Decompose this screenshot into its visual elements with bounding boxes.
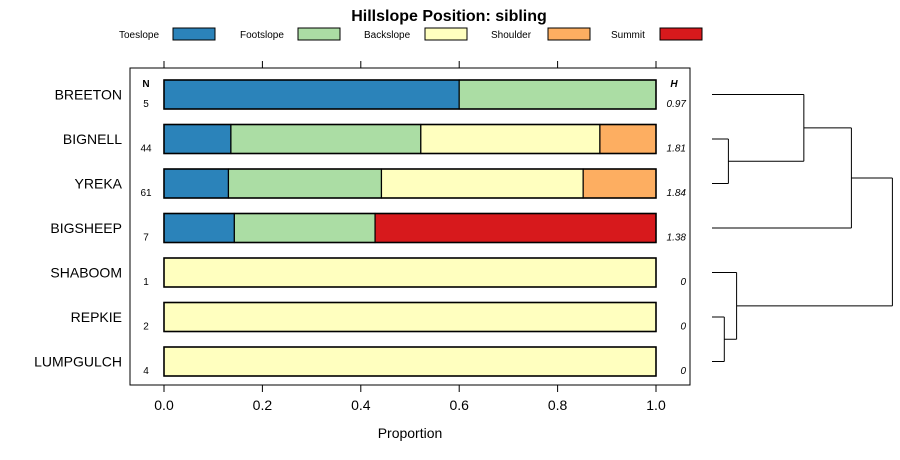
row-bignell: BIGNELL 44 1.81 [63, 123, 686, 155]
bar-outline [163, 212, 657, 244]
n-header: N [142, 79, 149, 90]
bar-segment-footslope [227, 168, 383, 199]
row-repkie: REPKIE 2 0 [71, 301, 686, 333]
legend-swatch-backslope [424, 27, 468, 41]
top-axis-ticks [163, 61, 657, 68]
row-label: BIGNELL [63, 131, 122, 147]
row-h-value: 0 [680, 366, 686, 377]
legend-swatch-summit [659, 27, 703, 41]
bar-rows: BREETON 5 0.97 BIGNELL 44 1.81 YREKA 61 1.84 BIGS… [34, 79, 687, 377]
bar-outline [163, 123, 657, 155]
x-tick-label: 0.6 [449, 397, 469, 413]
legend-label-backslope: Backslope [364, 30, 411, 41]
row-yreka: YREKA 61 1.84 [75, 168, 687, 199]
row-label: YREKA [75, 176, 123, 192]
x-axis: 0.0 0.2 0.4 0.6 0.8 1.0 [154, 385, 666, 413]
bar-segment-toeslope [163, 123, 232, 155]
plot-frame [129, 67, 691, 386]
legend-swatch-shoulder [547, 27, 591, 41]
chart-title: Hillslope Position: sibling [351, 8, 547, 25]
row-n-value: 61 [140, 188, 152, 199]
row-h-value: 0 [680, 322, 686, 333]
dendrogram [712, 94, 893, 362]
legend-label-toeslope: Toeslope [119, 30, 159, 41]
bar-segment-shoulder [599, 123, 657, 155]
h-header: H [670, 79, 678, 90]
x-tick-label: 0.0 [154, 397, 174, 413]
x-tick-label: 0.8 [548, 397, 568, 413]
bar-segment-backslope [420, 123, 601, 155]
legend-swatch-toeslope [172, 27, 216, 41]
bar-outline [163, 168, 657, 199]
bar-outline [163, 79, 657, 110]
legend: Toeslope Footslope Backslope Shoulder Summit [119, 27, 703, 41]
bar-segment-backslope [163, 346, 657, 377]
x-tick-label: 0.4 [351, 397, 371, 413]
legend-swatch-footslope [297, 27, 341, 41]
legend-label-summit: Summit [611, 30, 645, 41]
bar-segment-footslope [230, 123, 422, 155]
row-shaboom: SHABOOM 1 0 [50, 257, 686, 288]
row-label: BIGSHEEP [50, 220, 122, 236]
row-h-value: 1.81 [667, 144, 686, 155]
row-n-value: 7 [143, 233, 149, 244]
row-n-value: 1 [143, 277, 149, 288]
row-lumpgulch: LUMPGULCH 4 0 [34, 346, 686, 377]
bar-segment-footslope [458, 79, 657, 110]
bar-outline [163, 301, 657, 333]
x-tick-label: 0.2 [253, 397, 273, 413]
bar-segment-toeslope [163, 168, 230, 199]
bar-outline [163, 346, 657, 377]
bar-segment-backslope [163, 301, 657, 333]
row-n-value: 4 [143, 366, 149, 377]
row-label: SHABOOM [50, 265, 122, 281]
row-h-value: 1.38 [667, 233, 687, 244]
bar-segment-toeslope [163, 212, 235, 244]
bar-segment-toeslope [163, 79, 460, 110]
bar-segment-summit [374, 212, 657, 244]
x-axis-title: Proportion [378, 425, 443, 441]
row-n-value: 44 [140, 144, 152, 155]
row-n-value: 2 [143, 322, 149, 333]
legend-label-shoulder: Shoulder [491, 30, 532, 41]
row-n-value: 5 [143, 99, 149, 110]
row-breeton: BREETON 5 0.97 [55, 79, 687, 110]
row-label: BREETON [55, 87, 122, 103]
bar-segment-footslope [233, 212, 376, 244]
bar-outline [163, 257, 657, 288]
row-bigsheep: BIGSHEEP 7 1.38 [50, 212, 687, 244]
row-label: LUMPGULCH [34, 354, 122, 370]
row-h-value: 0.97 [667, 99, 687, 110]
row-label: REPKIE [71, 309, 122, 325]
bar-segment-shoulder [582, 168, 657, 199]
bar-segment-backslope [163, 257, 657, 288]
row-h-value: 1.84 [667, 188, 687, 199]
row-h-value: 0 [680, 277, 686, 288]
legend-label-footslope: Footslope [240, 30, 284, 41]
bar-segment-backslope [380, 168, 584, 199]
x-tick-label: 1.0 [646, 397, 666, 413]
